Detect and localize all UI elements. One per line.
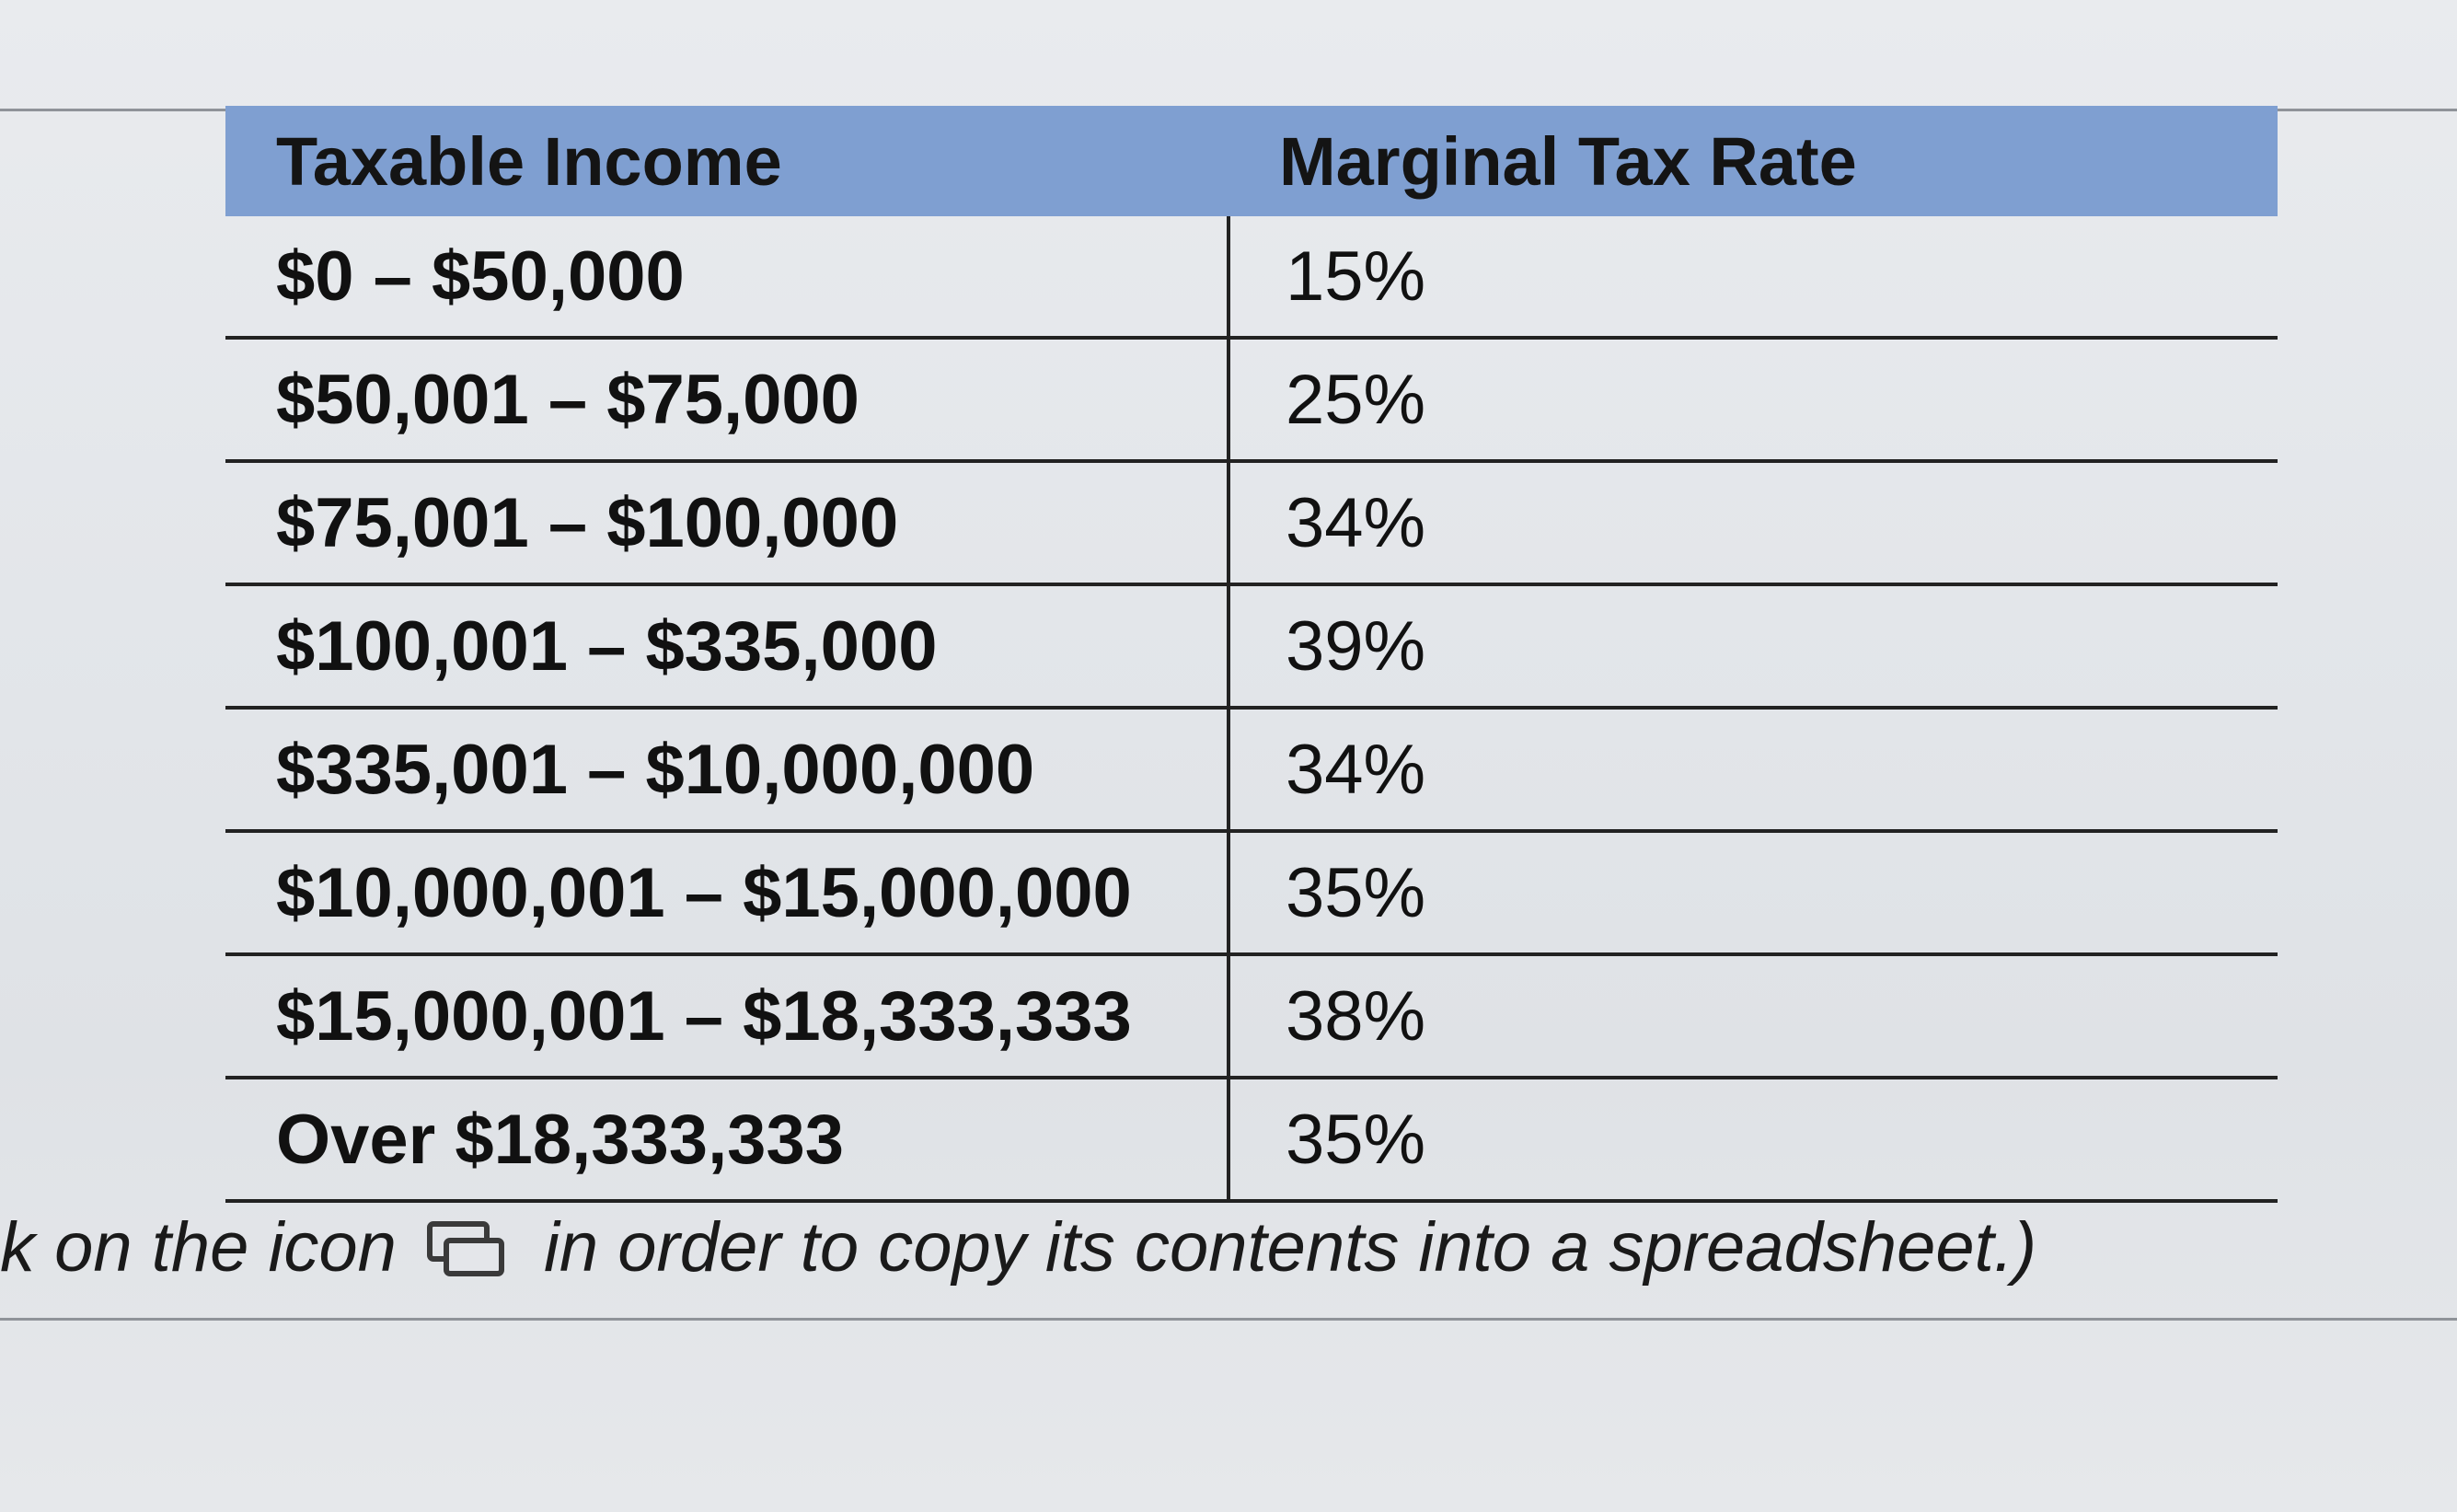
- caption-text-end: in order to copy its contents into a spr…: [543, 1207, 2037, 1287]
- table-row: $0 – $50,000 15%: [225, 216, 2278, 340]
- caption-text-start: k on the icon: [0, 1207, 397, 1287]
- tax-rate: 35%: [1228, 831, 2278, 956]
- copy-to-spreadsheet-icon[interactable]: [424, 1215, 507, 1279]
- table-row: $50,001 – $75,000 25%: [225, 338, 2278, 463]
- table-row: Over $18,333,333 35%: [225, 1078, 2278, 1203]
- tax-rate: 38%: [1228, 954, 2278, 1079]
- table-row: $100,001 – $335,000 39%: [225, 584, 2278, 710]
- table-row: $10,000,001 – $15,000,000 35%: [225, 831, 2278, 956]
- tax-rate: 34%: [1228, 708, 2278, 833]
- tax-rate: 15%: [1228, 216, 2278, 340]
- income-bracket: $10,000,001 – $15,000,000: [225, 831, 1230, 956]
- tax-rate: 25%: [1228, 338, 2278, 463]
- header-marginal-tax-rate: Marginal Tax Rate: [1228, 106, 2278, 216]
- table-header-row: Taxable Income Marginal Tax Rate: [225, 106, 2278, 216]
- income-bracket: Over $18,333,333: [225, 1078, 1230, 1203]
- header-taxable-income: Taxable Income: [225, 106, 1228, 216]
- income-bracket: $335,001 – $10,000,000: [225, 708, 1230, 833]
- tax-rate-table: Taxable Income Marginal Tax Rate $0 – $5…: [225, 106, 2278, 1203]
- income-bracket: $50,001 – $75,000: [225, 338, 1230, 463]
- tax-rate: 35%: [1228, 1078, 2278, 1203]
- table-row: $75,001 – $100,000 34%: [225, 461, 2278, 586]
- bottom-divider: [0, 1318, 2457, 1321]
- table-row: $335,001 – $10,000,000 34%: [225, 708, 2278, 833]
- tax-rate: 34%: [1228, 461, 2278, 586]
- income-bracket: $15,000,001 – $18,333,333: [225, 954, 1230, 1079]
- income-bracket: $0 – $50,000: [225, 216, 1230, 340]
- income-bracket: $100,001 – $335,000: [225, 584, 1230, 710]
- income-bracket: $75,001 – $100,000: [225, 461, 1230, 586]
- table-row: $15,000,001 – $18,333,333 38%: [225, 954, 2278, 1079]
- tax-rate: 39%: [1228, 584, 2278, 710]
- copy-instruction: k on the icon in order to copy its conte…: [0, 1206, 2036, 1288]
